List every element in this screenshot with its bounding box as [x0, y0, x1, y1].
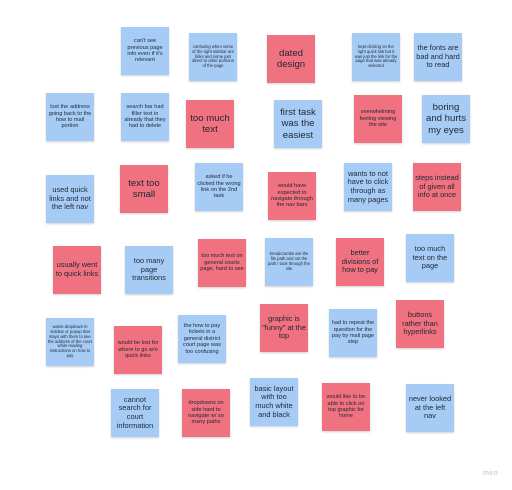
sticky-note[interactable]: would be lost for where to go w/o quick …	[114, 326, 162, 374]
sticky-note[interactable]: would like to be able to click on top gr…	[322, 383, 370, 431]
sticky-note[interactable]: graphic is "funny" at the top	[260, 304, 308, 352]
sticky-note[interactable]: usually went to quick links	[53, 246, 101, 294]
sticky-note[interactable]: overwhelming feeling viewing the site	[354, 95, 402, 143]
sticky-note[interactable]: breadcrumbs are the file path and not th…	[265, 238, 313, 286]
sticky-note[interactable]: steps instead of given all info at once	[413, 163, 461, 211]
miro-logo: miro	[483, 470, 499, 477]
sticky-note[interactable]: would have expected to navigate through …	[268, 172, 316, 220]
sticky-note[interactable]: basic layout with too much white and bla…	[250, 378, 298, 426]
sticky-note[interactable]: dated design	[267, 35, 315, 83]
sticky-note[interactable]: kept clicking on the right quick link bu…	[352, 33, 400, 81]
sticky-note[interactable]: wants dropdown in sidebar or popup that …	[46, 318, 94, 366]
sticky-note[interactable]: had to repeat the question for the pay b…	[329, 309, 377, 357]
sticky-note[interactable]: lost the address going back to the how t…	[46, 93, 94, 141]
sticky-note[interactable]: buttons rather than hyperlinks	[396, 300, 444, 348]
sticky-note[interactable]: text too small	[120, 165, 168, 213]
sticky-note[interactable]: better divisions of how to pay	[336, 238, 384, 286]
sticky-note[interactable]: too many page transitions	[125, 246, 173, 294]
sticky-note[interactable]: too much text on the page	[406, 234, 454, 282]
sticky-note[interactable]: boring and hurts my eyes	[422, 95, 470, 143]
sticky-note[interactable]: cannot search for court information	[111, 389, 159, 437]
sticky-note[interactable]: too much text on general courts page, ha…	[198, 239, 246, 287]
sticky-note[interactable]: the how to pay tickets in a general dist…	[178, 315, 226, 363]
sticky-note[interactable]: can't see previous page info even if it'…	[121, 27, 169, 75]
sticky-note[interactable]: used quick links and not the left nav	[46, 175, 94, 223]
sticky-note[interactable]: wants to not have to click through as ma…	[344, 163, 392, 211]
sticky-note[interactable]: search bar had filler text in already th…	[121, 93, 169, 141]
sticky-note[interactable]: never looked at the left nav	[406, 384, 454, 432]
sticky-note[interactable]: confusing when some of the right sidebar…	[189, 33, 237, 81]
sticky-note[interactable]: asked if he clicked the wrong link on th…	[195, 163, 243, 211]
sticky-note[interactable]: too much text	[186, 100, 234, 148]
sticky-note[interactable]: the fonts are bad and hard to read	[414, 33, 462, 81]
sticky-note[interactable]: dropdowns on side hard to navigate w/ so…	[182, 389, 230, 437]
sticky-note[interactable]: first task was the easiest	[274, 100, 322, 148]
